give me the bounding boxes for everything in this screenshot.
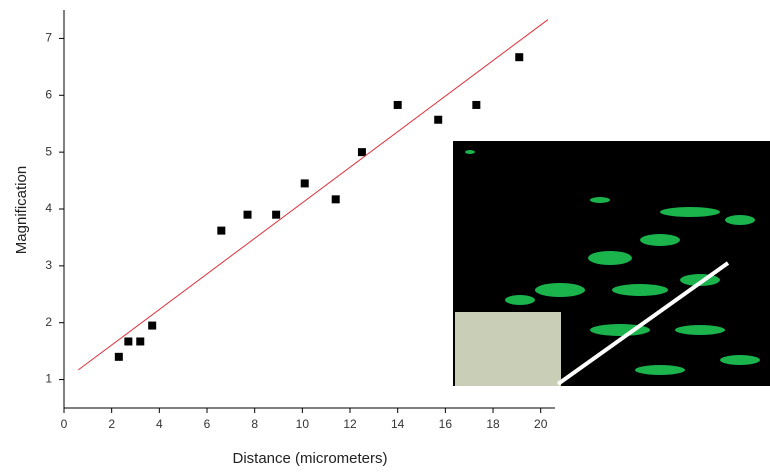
data-point — [136, 337, 145, 346]
x-tick-label: 8 — [251, 417, 258, 431]
x-tick-label: 4 — [156, 417, 163, 431]
data-point — [114, 352, 123, 361]
y-axis-title: Magnification — [13, 166, 30, 254]
y-tick-label: 4 — [45, 201, 52, 215]
data-point — [393, 100, 402, 109]
data-point — [472, 100, 481, 109]
data-point — [434, 115, 443, 124]
inset-image — [453, 141, 770, 386]
x-tick-label: 18 — [486, 417, 500, 431]
data-point — [217, 226, 226, 235]
y-tick-label: 1 — [45, 372, 52, 386]
y-tick-label: 7 — [45, 31, 52, 45]
data-point — [515, 53, 524, 62]
y-tick-label: 5 — [45, 144, 52, 158]
x-tick-label: 0 — [61, 417, 68, 431]
data-point — [331, 195, 340, 204]
data-point — [272, 210, 281, 219]
x-axis-title: Distance (micrometers) — [232, 450, 387, 467]
y-tick-label: 3 — [45, 258, 52, 272]
x-tick-label: 2 — [108, 417, 115, 431]
x-tick-label: 14 — [391, 417, 405, 431]
data-point — [300, 179, 309, 188]
y-tick-label: 2 — [45, 315, 52, 329]
fit-line — [78, 19, 549, 371]
x-tick-label: 16 — [439, 417, 453, 431]
x-tick-label: 6 — [204, 417, 211, 431]
y-tick-label: 6 — [45, 87, 52, 101]
x-tick-label: 12 — [343, 417, 357, 431]
data-point — [124, 337, 133, 346]
data-point — [243, 210, 252, 219]
data-point — [357, 148, 366, 157]
x-tick-label: 10 — [296, 417, 310, 431]
data-point — [148, 321, 157, 330]
x-tick-label: 20 — [534, 417, 548, 431]
